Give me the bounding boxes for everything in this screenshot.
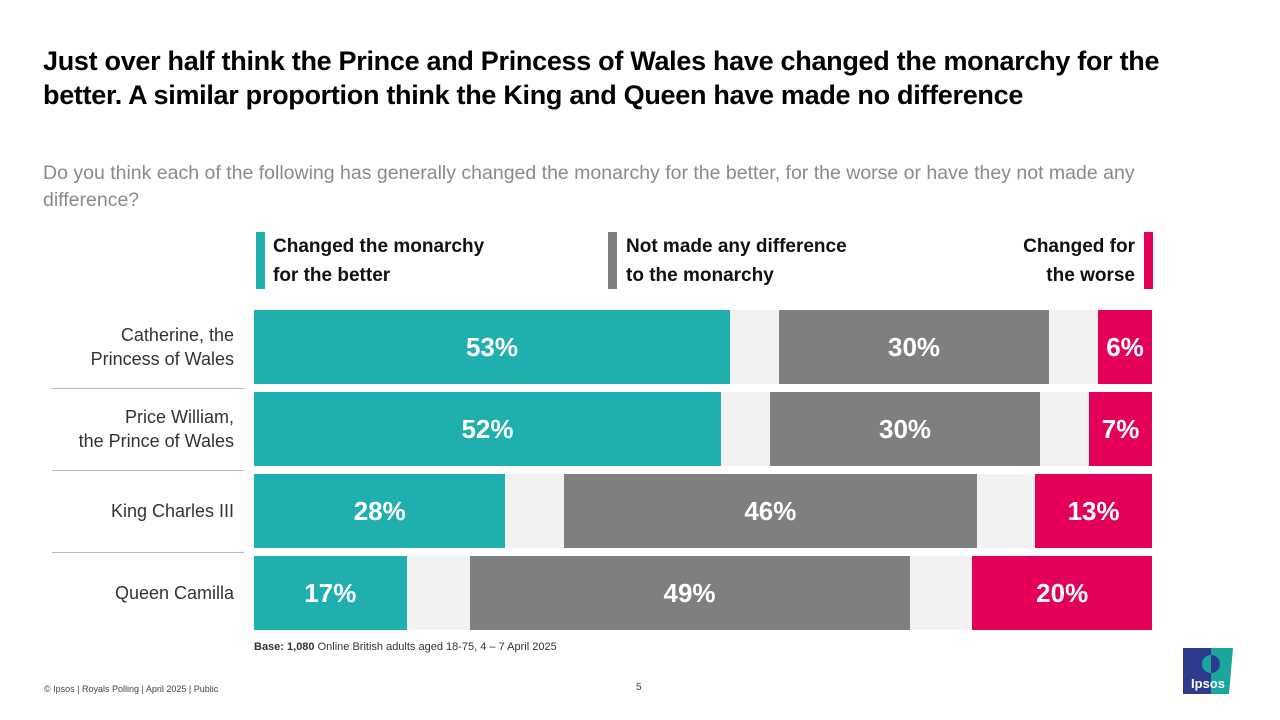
legend-swatch-better bbox=[256, 232, 265, 289]
bar-segment: 6% bbox=[1098, 310, 1152, 384]
bar-segment: 52% bbox=[254, 392, 721, 466]
data-label: 7% bbox=[1101, 413, 1140, 444]
legend-worse-line1: Changed for bbox=[1023, 236, 1135, 257]
data-label: 49% bbox=[663, 577, 716, 608]
bar-segment: 30% bbox=[779, 310, 1049, 384]
bar-row: 17% 49% 20% bbox=[254, 556, 1152, 630]
chart-subtitle: Do you think each of the following has g… bbox=[43, 162, 1135, 211]
category-label: Catherine, the Princess of Wales bbox=[90, 325, 234, 369]
category-label: Queen Camilla bbox=[114, 583, 234, 603]
legend-neutral-line1: Not made any difference bbox=[626, 236, 847, 257]
ipsos-logo: Ipsos bbox=[1183, 648, 1233, 694]
legend-neutral: Not made any difference to the monarchy bbox=[608, 232, 847, 290]
bar-segment: 30% bbox=[770, 392, 1040, 466]
legend-better-line2: for the better bbox=[273, 265, 391, 286]
row-separator bbox=[52, 552, 244, 553]
data-label: 6% bbox=[1106, 331, 1144, 362]
bar-segment: 28% bbox=[254, 474, 506, 548]
legend-neutral-line2: to the monarchy bbox=[626, 265, 774, 286]
footer: © Ipsos | Royals Polling | April 2025 | … bbox=[44, 684, 219, 694]
data-label: 17% bbox=[304, 577, 357, 608]
row-separator bbox=[52, 470, 244, 471]
svg-text:Ipsos: Ipsos bbox=[1191, 676, 1225, 691]
legend-swatch-neutral bbox=[608, 232, 617, 289]
data-label: 13% bbox=[1067, 495, 1120, 526]
page-number: 5 bbox=[636, 682, 642, 693]
bar-row: 52% 30% 7% bbox=[254, 392, 1152, 466]
data-label: 46% bbox=[744, 495, 797, 526]
legend-worse: Changed for the worse bbox=[960, 232, 1153, 290]
legend-worse-line2: the worse bbox=[1046, 265, 1135, 286]
legend-better: Changed the monarchy for the better bbox=[256, 232, 484, 290]
bar-segment: 46% bbox=[563, 474, 977, 548]
chart-title: Just over half think the Prince and Prin… bbox=[43, 46, 1160, 110]
bar-segment: 20% bbox=[972, 556, 1152, 630]
legend-swatch-worse bbox=[1144, 232, 1153, 289]
bar-row: 28% 46% 13% bbox=[254, 474, 1152, 548]
base-note: Base: 1,080 Online British adults aged 1… bbox=[254, 641, 557, 653]
data-label: 30% bbox=[879, 413, 932, 444]
data-label: 52% bbox=[461, 413, 514, 444]
base-label: Base: 1,080 bbox=[254, 641, 315, 653]
bar-row: 53% 30% 6% bbox=[254, 310, 1152, 384]
data-label: 30% bbox=[888, 331, 941, 362]
category-label: King Charles III bbox=[110, 501, 234, 521]
base-text: Online British adults aged 18-75, 4 – 7 … bbox=[314, 641, 557, 653]
bar-segment: 17% bbox=[254, 556, 407, 630]
row-separator bbox=[52, 388, 244, 389]
legend-better-line1: Changed the monarchy bbox=[273, 236, 485, 257]
data-label: 53% bbox=[465, 331, 518, 362]
bar-segment: 7% bbox=[1089, 392, 1152, 466]
bar-segment: 13% bbox=[1035, 474, 1152, 548]
bar-segment: 49% bbox=[469, 556, 910, 630]
bar-segment: 53% bbox=[254, 310, 730, 384]
data-label: 20% bbox=[1036, 577, 1089, 608]
category-label: Price William, the Prince of Wales bbox=[78, 407, 234, 451]
data-label: 28% bbox=[353, 495, 406, 526]
